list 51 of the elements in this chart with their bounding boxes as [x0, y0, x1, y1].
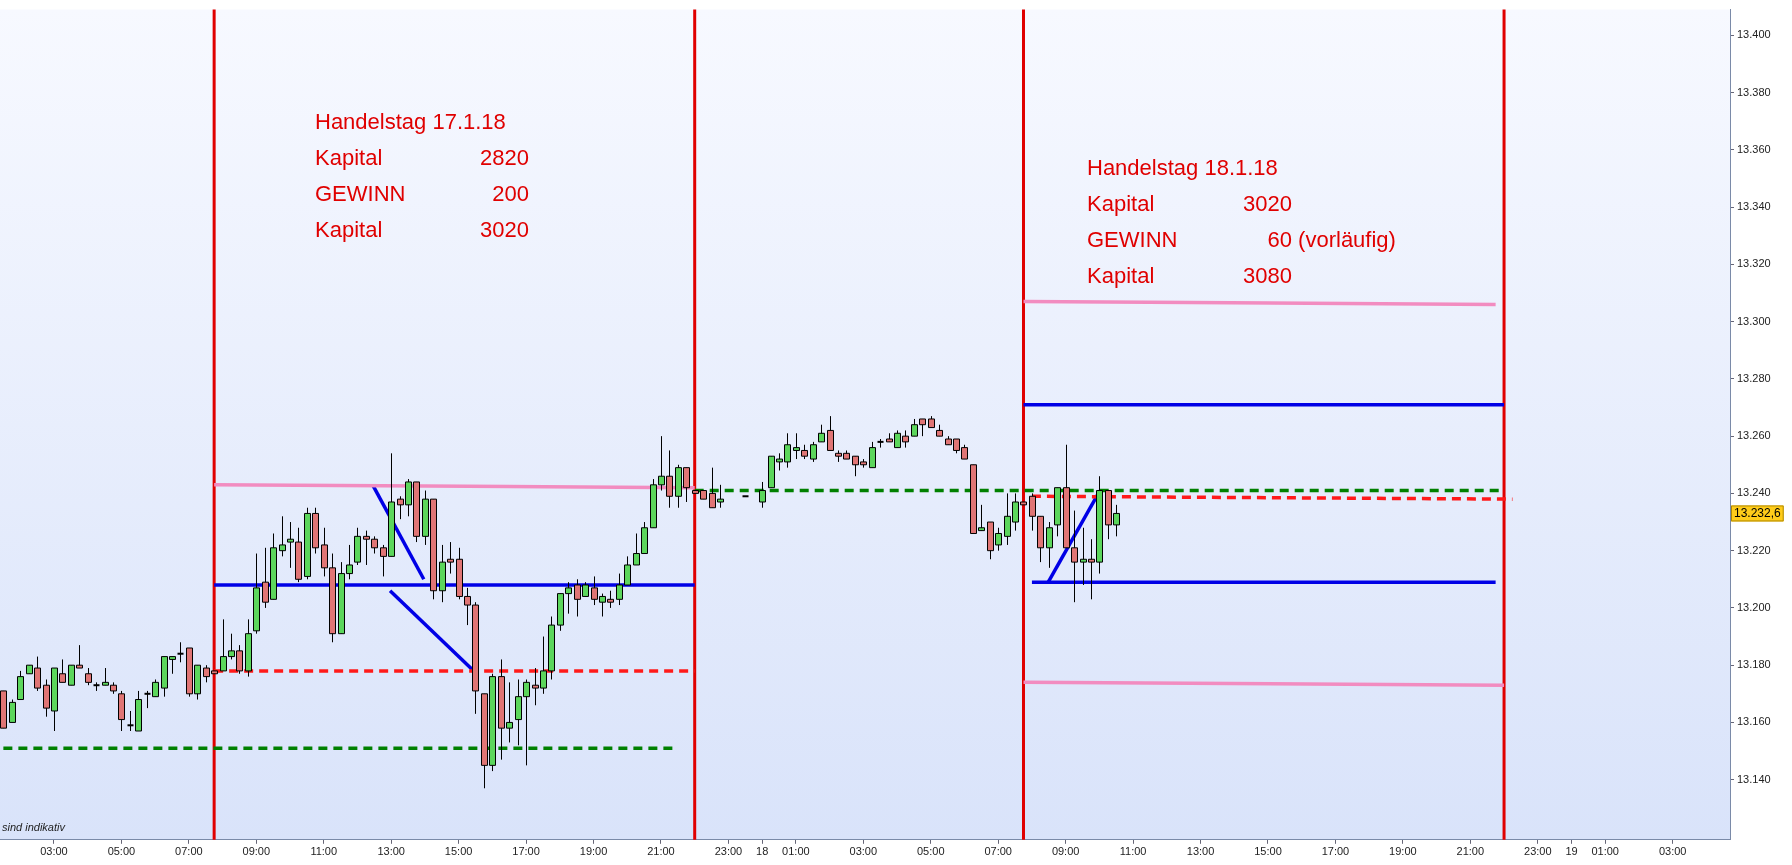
- x-tick-label: 13:00: [377, 845, 405, 858]
- y-tick-label: 13.160: [1737, 715, 1771, 728]
- x-tick-label: 11:00: [1119, 845, 1147, 858]
- x-tick-label: 18: [756, 845, 769, 858]
- text: Kapital 2820: [315, 145, 529, 171]
- x-tick-label: 15:00: [1254, 845, 1282, 858]
- x-tick-label: 19:00: [579, 845, 608, 858]
- x-tick-label: 19: [1565, 845, 1578, 858]
- x-tick-label: 19:00: [1389, 845, 1417, 858]
- y-tick-label: 13.340: [1737, 200, 1771, 213]
- x-tick-label: 03:00: [40, 845, 68, 858]
- x-tick-label: 05:00: [916, 845, 945, 858]
- y-tick-label: 13.240: [1737, 486, 1771, 499]
- x-tick-label: 23:00: [1524, 845, 1552, 858]
- x-tick-label: 15:00: [444, 845, 473, 858]
- y-tick-label: 13.200: [1737, 600, 1771, 613]
- y-tick-label: 13.380: [1737, 85, 1771, 98]
- annotation: Handelstag 17.1.18: [315, 109, 506, 135]
- x-tick-label: 17:00: [1321, 845, 1350, 858]
- x-tick-label: 07:00: [984, 845, 1012, 858]
- x-tick-label: 01:00: [782, 845, 810, 858]
- text: Kapital 3020: [1087, 191, 1292, 217]
- y-tick-label: 13.320: [1737, 257, 1771, 270]
- x-tick-label: 13:00: [1186, 845, 1215, 858]
- y-tick-label: 13.140: [1737, 772, 1771, 785]
- annotation: Handelstag 18.1.18: [1087, 155, 1278, 181]
- y-tick-label: 13.280: [1737, 371, 1771, 384]
- text: GEWINN 60 (vorläufig): [1087, 227, 1396, 253]
- x-tick-label: 21:00: [1456, 845, 1485, 858]
- x-tick-label: 23:00: [714, 845, 743, 858]
- x-tick-label: 03:00: [849, 845, 878, 858]
- annotation: sind indikativ: [2, 820, 67, 833]
- y-tick-label: 13.180: [1737, 658, 1771, 671]
- y-tick-label: 13.220: [1737, 543, 1771, 556]
- text: 13.232,6: [1734, 505, 1782, 520]
- x-tick-label: 17:00: [512, 845, 540, 858]
- y-tick-label: 13.300: [1737, 314, 1771, 327]
- text: Kapital 3020: [315, 217, 529, 243]
- x-tick-label: 01:00: [1591, 845, 1619, 858]
- x-tick-label: 07:00: [175, 845, 203, 858]
- y-tick-label: 13.400: [1737, 28, 1771, 41]
- y-tick-label: 13.260: [1737, 429, 1771, 442]
- text: Kapital 3080: [1087, 263, 1292, 289]
- x-tick-label: 09:00: [242, 845, 271, 858]
- x-tick-label: 11:00: [310, 845, 338, 858]
- x-tick-label: 21:00: [647, 845, 675, 858]
- x-tick-label: 09:00: [1051, 845, 1080, 858]
- x-tick-label: 03:00: [1658, 845, 1687, 858]
- x-tick-label: 05:00: [107, 845, 136, 858]
- y-tick-label: 13.360: [1737, 142, 1771, 155]
- text: GEWINN 200: [315, 181, 529, 207]
